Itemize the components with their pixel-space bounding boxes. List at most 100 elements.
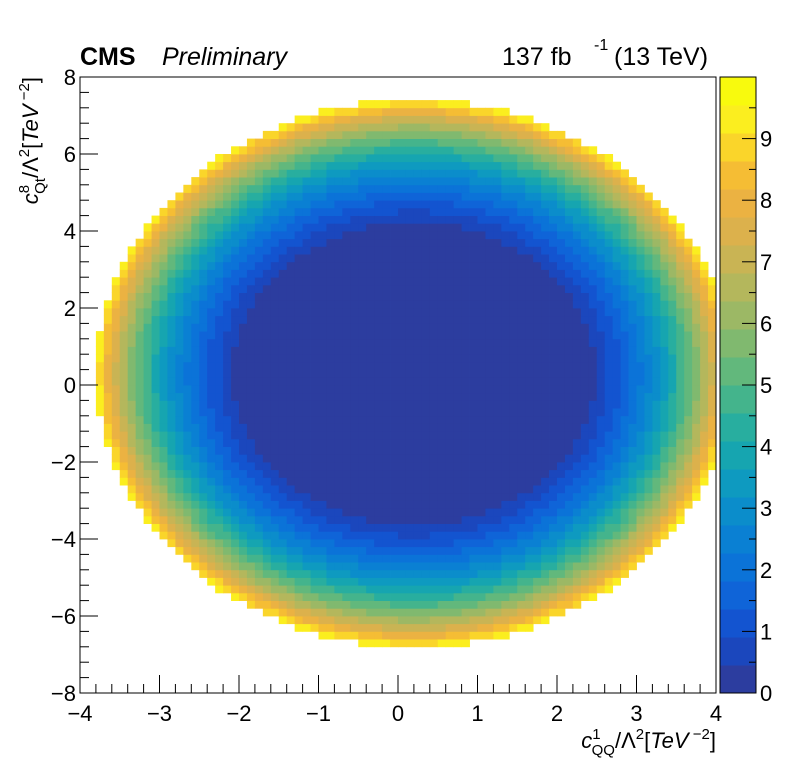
- heatmap-cell: [294, 623, 303, 632]
- heatmap-cell: [326, 223, 335, 232]
- heatmap-cell: [469, 616, 478, 625]
- heatmap-cell: [286, 515, 296, 524]
- heatmap-cell: [557, 169, 566, 178]
- heatmap-cell: [564, 408, 574, 417]
- heatmap-cell: [700, 438, 709, 447]
- heatmap-cell: [509, 431, 518, 440]
- heatmap-cell: [485, 215, 494, 224]
- heatmap-cell: [564, 192, 574, 201]
- heatmap-cell: [485, 415, 494, 424]
- heatmap-cell: [215, 392, 224, 401]
- heatmap-cell: [700, 269, 709, 278]
- heatmap-cell: [239, 192, 248, 201]
- heatmap-cell: [588, 354, 598, 363]
- heatmap-cell: [564, 462, 574, 471]
- heatmap-cell: [572, 300, 582, 309]
- heatmap-cell: [342, 138, 351, 147]
- heatmap-cell: [334, 554, 343, 563]
- heatmap-cell: [246, 254, 256, 263]
- heatmap-cell: [262, 261, 272, 270]
- heatmap-cell: [398, 592, 407, 601]
- heatmap-cell: [143, 246, 152, 255]
- heatmap-cell: [644, 423, 653, 432]
- heatmap-cell: [612, 161, 621, 170]
- heatmap-cell: [254, 254, 264, 263]
- heatmap-cell: [620, 485, 629, 494]
- heatmap-cell: [692, 369, 701, 378]
- heatmap-cell: [191, 562, 200, 571]
- heatmap-cell: [358, 338, 367, 347]
- heatmap-cell: [326, 585, 335, 594]
- heatmap-cell: [509, 331, 518, 340]
- heatmap-cell: [549, 392, 558, 401]
- heatmap-cell: [151, 254, 160, 263]
- heatmap-cell: [493, 292, 502, 301]
- heatmap-cell: [477, 400, 486, 409]
- heatmap-cell: [501, 508, 510, 517]
- heatmap-cell: [620, 454, 629, 463]
- heatmap-cell: [620, 177, 629, 186]
- heatmap-cell: [580, 562, 590, 571]
- heatmap-cell: [541, 215, 550, 224]
- heatmap-cell: [191, 177, 200, 186]
- heatmap-cell: [604, 200, 614, 209]
- heatmap-cell: [485, 485, 494, 494]
- heatmap-cell: [358, 423, 367, 432]
- heatmap-cell: [676, 408, 685, 417]
- heatmap-cell: [302, 438, 311, 447]
- heatmap-cell: [382, 100, 391, 109]
- heatmap-cell: [485, 184, 494, 193]
- heatmap-cell: [700, 423, 709, 432]
- heatmap-cell: [557, 500, 566, 509]
- heatmap-cell: [231, 508, 240, 517]
- heatmap-cell: [159, 408, 168, 417]
- heatmap-cell: [310, 492, 319, 501]
- heatmap-cell: [636, 277, 645, 286]
- heatmap-cell: [604, 492, 614, 501]
- heatmap-cell: [461, 600, 470, 609]
- heatmap-cell: [326, 438, 335, 447]
- heatmap-cell: [541, 438, 550, 447]
- heatmap-cell: [270, 400, 280, 409]
- heatmap-cell: [509, 462, 518, 471]
- heatmap-cell: [223, 254, 232, 263]
- heatmap-cell: [254, 323, 264, 332]
- heatmap-cell: [175, 269, 184, 278]
- heatmap-cell: [231, 254, 240, 263]
- heatmap-cell: [604, 269, 614, 278]
- heatmap-cell: [159, 300, 168, 309]
- heatmap-cell: [334, 261, 343, 270]
- heatmap-cell: [294, 515, 303, 524]
- heatmap-cell: [342, 492, 351, 501]
- heatmap-cell: [231, 184, 240, 193]
- heatmap-cell: [461, 385, 470, 394]
- heatmap-cell: [557, 508, 566, 517]
- heatmap-cell: [541, 546, 550, 555]
- heatmap-cell: [151, 462, 160, 471]
- heatmap-cell: [350, 385, 359, 394]
- heatmap-cell: [223, 454, 232, 463]
- heatmap-cell: [231, 554, 240, 563]
- heatmap-cell: [254, 523, 264, 532]
- heatmap-cell: [676, 400, 685, 409]
- heatmap-cell: [231, 146, 240, 155]
- heatmap-cell: [254, 154, 264, 163]
- heatmap-cell: [278, 169, 288, 178]
- heatmap-cell: [358, 431, 367, 440]
- heatmap-cell: [175, 315, 184, 324]
- heatmap-cell: [604, 254, 614, 263]
- heatmap-cell: [676, 338, 685, 347]
- heatmap-cell: [421, 562, 431, 571]
- heatmap-cell: [318, 385, 327, 394]
- heatmap-cell: [350, 600, 359, 609]
- heatmap-cell: [580, 254, 590, 263]
- heatmap-cell: [270, 177, 280, 186]
- heatmap-cell: [183, 284, 192, 293]
- heatmap-cell: [588, 207, 598, 216]
- heatmap-cell: [628, 346, 637, 355]
- heatmap-cell: [254, 246, 264, 255]
- heatmap-cell: [326, 462, 335, 471]
- heatmap-cell: [477, 277, 486, 286]
- heatmap-cell: [501, 539, 510, 548]
- heatmap-cell: [700, 261, 709, 270]
